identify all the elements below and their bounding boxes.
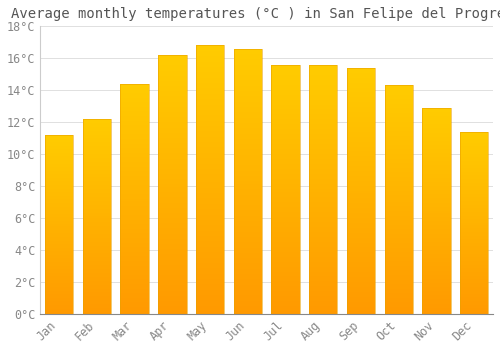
- Bar: [120, 84, 149, 314]
- Bar: [460, 132, 488, 314]
- Bar: [196, 46, 224, 314]
- Bar: [272, 65, 299, 314]
- Bar: [422, 108, 450, 314]
- Bar: [45, 135, 74, 314]
- Bar: [309, 65, 338, 314]
- Bar: [234, 49, 262, 314]
- Bar: [347, 68, 375, 314]
- Title: Average monthly temperatures (°C ) in San Felipe del Progreso: Average monthly temperatures (°C ) in Sa…: [11, 7, 500, 21]
- Bar: [158, 55, 186, 314]
- Bar: [384, 85, 413, 314]
- Bar: [83, 119, 111, 314]
